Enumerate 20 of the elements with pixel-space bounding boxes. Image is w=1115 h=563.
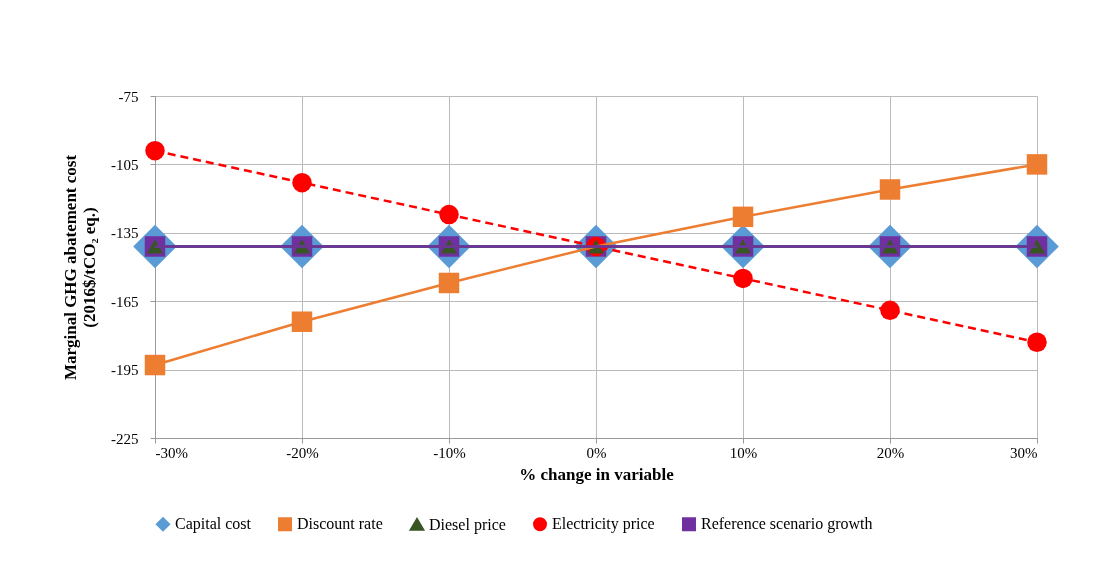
x-tick-label: 10% <box>729 444 758 461</box>
y-tick-label: -105 <box>111 156 139 173</box>
y-tick-label: -195 <box>111 362 139 379</box>
x-tick-label: 20% <box>876 444 905 461</box>
y-tick-label: -135 <box>111 225 139 242</box>
x-tick-label: 0% <box>586 444 607 461</box>
legend-label: Diesel price <box>429 515 506 534</box>
x-tick-label: -10% <box>433 444 466 461</box>
legend-label: Capital cost <box>175 515 252 534</box>
y-axis-title: Marginal GHG abatement cost (2016$/tCO₂ eq.) <box>61 154 99 381</box>
legend-label: Electricity price <box>552 515 655 534</box>
legend-label: Reference scenario growth <box>701 515 873 534</box>
x-axis-title: % change in variable <box>519 464 675 484</box>
x-tick-label: -20% <box>286 444 319 461</box>
y-tick-label: -75 <box>118 88 139 105</box>
legend-label: Discount rate <box>297 515 383 533</box>
x-tick-label: -30% <box>155 444 188 461</box>
x-tick-label: 30% <box>1010 444 1038 461</box>
y-tick-label: -165 <box>111 293 139 310</box>
y-tick-label: -225 <box>111 430 139 447</box>
